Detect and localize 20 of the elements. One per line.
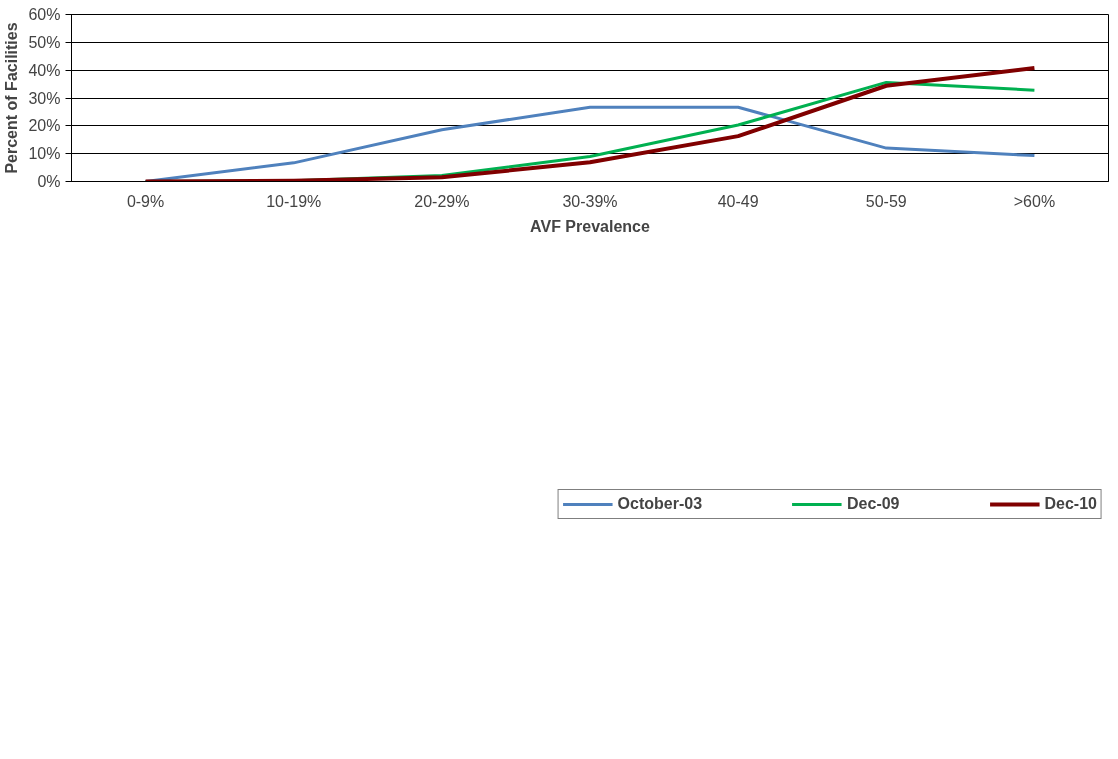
x-tick-label: 10-19% — [266, 192, 322, 210]
y-tick-label: 20% — [28, 117, 61, 135]
x-tick-label: >60% — [1013, 192, 1056, 210]
y-axis-title: Percent of Facilities — [3, 22, 21, 174]
y-tick-label: 50% — [28, 33, 61, 51]
line-series — [144, 105, 1036, 182]
legend-label: Dec-09 — [847, 495, 900, 513]
x-tick-label: 20-29% — [414, 192, 470, 210]
x-tick-label: 0-9% — [126, 192, 165, 210]
legend-label: Dec-10 — [1044, 495, 1097, 513]
y-tick-label: 30% — [28, 89, 61, 107]
y-tick-label: 0% — [37, 173, 61, 190]
x-tick-label: 50-59 — [865, 192, 907, 210]
x-axis-title: AVF Prevalence — [530, 217, 650, 235]
y-tick-label: 10% — [28, 145, 61, 163]
x-tick-label: 40-49 — [717, 192, 759, 210]
legend-label: October-03 — [617, 495, 703, 513]
y-tick-label: 60% — [28, 6, 61, 23]
y-tick-label: 40% — [28, 61, 61, 79]
x-tick-label: 30-39% — [562, 192, 618, 210]
